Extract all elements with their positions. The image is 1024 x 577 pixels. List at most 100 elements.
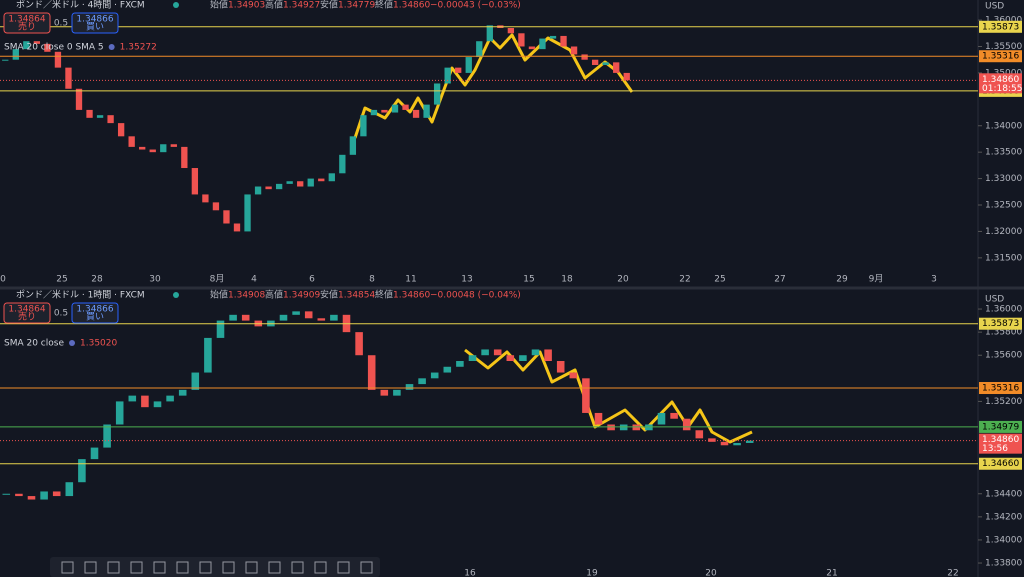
date-label: 29 — [836, 275, 848, 285]
ohlc-change: −0.00043 (−0.03%) — [430, 1, 521, 11]
candle — [202, 194, 209, 203]
candle — [128, 395, 137, 402]
sell-button[interactable] — [3, 302, 51, 324]
candle — [602, 62, 609, 65]
candle — [493, 349, 502, 356]
candle — [613, 62, 620, 73]
candle — [330, 314, 338, 321]
y-tick-label: 1.35600 — [985, 351, 1022, 361]
ohlc-open: 1.34903 — [228, 1, 265, 11]
date-label: 18 — [561, 275, 573, 285]
toolbar-icon[interactable] — [130, 561, 143, 574]
date-label: 8月 — [210, 274, 225, 285]
buy-label: 買い — [86, 22, 104, 33]
candle — [292, 311, 300, 315]
last-price-label: 1.34860 — [982, 75, 1019, 85]
candle — [720, 441, 729, 446]
drawing-toolbar — [50, 557, 380, 577]
pane-title: ポンド／米ドル · 4時間 · FXCM — [16, 0, 145, 11]
candle — [507, 28, 515, 34]
candle — [216, 320, 225, 338]
candle — [531, 349, 540, 356]
y-tick-label: 1.34200 — [985, 512, 1022, 522]
toolbar-icon[interactable] — [291, 561, 304, 574]
date-label: 20 — [617, 275, 629, 285]
candle — [528, 46, 536, 50]
ohlc-high-label: 高値 — [265, 289, 283, 301]
candle — [2, 59, 9, 61]
candle — [468, 355, 477, 361]
sell-label: 売り — [18, 311, 36, 323]
zigzag-drawing[interactable] — [464, 348, 753, 444]
sell-button[interactable] — [3, 12, 51, 34]
candle — [304, 311, 313, 319]
toolbar-icon[interactable] — [107, 561, 120, 574]
date-label: 3 — [931, 275, 937, 285]
toolbar-icon[interactable] — [153, 561, 166, 574]
y-tick-label: 1.34400 — [985, 489, 1022, 499]
toolbar-icon[interactable] — [314, 561, 327, 574]
candle — [570, 46, 578, 55]
candle — [594, 412, 603, 425]
candle — [657, 412, 666, 425]
candle — [90, 447, 99, 460]
candle — [318, 178, 325, 182]
candle — [166, 395, 174, 402]
y-tick-label: 1.33800 — [985, 559, 1022, 569]
date-label: 13 — [461, 275, 472, 285]
candle — [170, 144, 177, 147]
toolbar-icon[interactable] — [360, 561, 373, 574]
level-label: 1.35316 — [982, 384, 1019, 394]
candle — [40, 491, 48, 500]
indicator-value: 1.35020 — [80, 339, 117, 349]
candle — [33, 41, 41, 44]
countdown: 13:56 — [982, 444, 1008, 454]
ohlc-high: 1.34909 — [283, 291, 320, 301]
date-label: 28 — [91, 275, 103, 285]
level-tag — [979, 420, 1022, 433]
toolbar-icon[interactable] — [268, 561, 281, 574]
buy-price: 1.34866 — [76, 305, 113, 315]
toolbar-icon[interactable] — [61, 561, 74, 574]
candle — [455, 67, 462, 73]
buy-price: 1.34866 — [76, 15, 113, 25]
candle — [591, 59, 599, 65]
toolbar-icon[interactable] — [199, 561, 212, 574]
spread: 0.5 — [54, 19, 68, 29]
candle — [556, 360, 565, 373]
buy-button[interactable] — [71, 12, 119, 34]
candle — [328, 173, 335, 182]
candle — [443, 366, 452, 373]
buy-button[interactable] — [71, 302, 119, 324]
date-label: 19 — [586, 569, 598, 577]
zigzag-drawing[interactable] — [353, 33, 634, 139]
candle — [695, 430, 704, 439]
y-tick-label: 1.32000 — [985, 227, 1022, 237]
candle — [23, 41, 30, 50]
toolbar-icon[interactable] — [176, 561, 189, 574]
toolbar-icon[interactable] — [84, 561, 97, 574]
candle — [433, 83, 441, 105]
toolbar-icon[interactable] — [337, 561, 350, 574]
y-tick-label: 1.31500 — [985, 253, 1022, 263]
candle — [745, 440, 754, 443]
candle — [708, 438, 716, 442]
y-tick-label: 1.34000 — [985, 121, 1022, 131]
level-tag — [979, 317, 1022, 330]
candle — [204, 337, 212, 373]
candle — [444, 67, 451, 84]
toolbar-icon[interactable] — [245, 561, 258, 574]
candle — [191, 168, 199, 195]
indicator-value: 1.35272 — [120, 43, 157, 53]
toolbar-icon[interactable] — [222, 561, 235, 574]
candle — [27, 496, 36, 500]
y-tick-label: 1.35800 — [985, 328, 1022, 338]
last-price-label: 1.34860 — [982, 435, 1019, 445]
date-label: 8 — [369, 275, 375, 285]
candle — [391, 104, 399, 113]
date-label: 30 — [149, 275, 161, 285]
candle — [86, 109, 93, 118]
candle — [539, 38, 546, 50]
ohlc-high-label: 高値 — [265, 0, 283, 11]
